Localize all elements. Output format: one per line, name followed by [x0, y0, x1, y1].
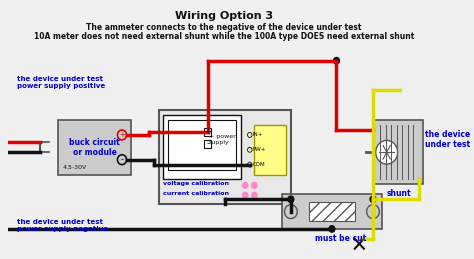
Circle shape [247, 147, 252, 152]
Text: COM: COM [253, 162, 265, 167]
Text: buck circuit
or module: buck circuit or module [69, 138, 120, 157]
Circle shape [243, 182, 248, 188]
Circle shape [376, 140, 398, 164]
Text: -: - [120, 155, 124, 164]
Text: IN+: IN+ [253, 132, 263, 138]
Circle shape [252, 192, 257, 198]
Text: The ammeter connects to the negative of the device under test: The ammeter connects to the negative of … [86, 23, 362, 32]
Circle shape [366, 205, 379, 219]
Text: PW+: PW+ [253, 147, 266, 152]
Text: +: + [119, 132, 125, 138]
Circle shape [287, 195, 294, 203]
Circle shape [328, 225, 336, 233]
Circle shape [284, 205, 297, 219]
Bar [204, 140, 211, 148]
Text: 4.5-30V: 4.5-30V [63, 164, 87, 170]
Circle shape [247, 132, 252, 138]
Bar [58, 120, 131, 175]
Text: the device under test
power supply positive: the device under test power supply posit… [17, 76, 105, 89]
Text: must be cut: must be cut [315, 234, 367, 243]
Bar [168, 120, 236, 170]
Bar [163, 115, 241, 179]
Text: the device
under test: the device under test [425, 130, 470, 149]
Circle shape [247, 162, 252, 167]
Text: current calibration: current calibration [163, 191, 229, 196]
Circle shape [369, 195, 377, 203]
Bar [204, 128, 211, 136]
Bar [373, 120, 423, 184]
Circle shape [252, 182, 257, 188]
Text: shunt: shunt [387, 189, 411, 198]
Bar [158, 110, 291, 204]
Text: -: - [206, 139, 210, 148]
Text: 10A meter does not need external shunt while the 100A type DOES need external sh: 10A meter does not need external shunt w… [34, 32, 414, 41]
Bar [282, 194, 382, 229]
Text: the device under test
power supply negative: the device under test power supply negat… [17, 219, 108, 232]
Text: voltage calibration: voltage calibration [163, 182, 229, 186]
Circle shape [243, 192, 248, 198]
Circle shape [333, 57, 340, 65]
Text: Wiring Option 3: Wiring Option 3 [175, 11, 273, 21]
Text: + power
supply: + power supply [209, 134, 236, 145]
Text: +: + [204, 127, 211, 136]
Bar [309, 202, 355, 221]
Bar [255, 125, 286, 175]
